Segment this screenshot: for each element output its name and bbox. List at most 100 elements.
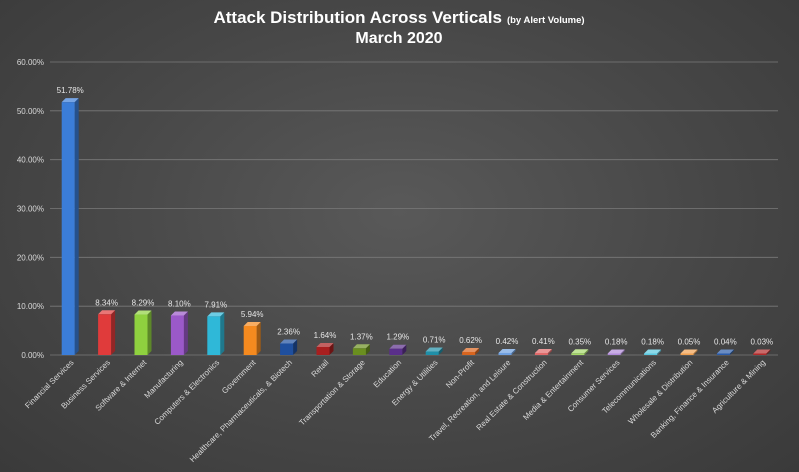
bar-top [753,349,771,354]
data-label: 8.34% [95,298,118,307]
data-label: 51.78% [57,86,84,95]
bar [134,310,152,355]
category-label: Computers & Electronics [153,358,222,427]
bar [352,344,370,355]
bar-side [475,347,480,355]
bar-side [256,321,261,355]
bar-side [293,339,298,355]
bar-front [425,351,439,355]
data-label: 2.36% [277,327,300,336]
bar-side [365,344,370,355]
bar-top [571,349,589,354]
bar [207,312,225,355]
data-label: 0.41% [532,337,555,346]
bar-top [98,310,116,315]
category-label: Education [372,358,404,390]
bar-front [243,325,257,355]
category-label: Media & Entertainment [521,358,585,422]
bar-top [352,344,370,349]
bar-front [352,348,366,355]
chart-title-main: Attack Distribution Across Verticals [213,8,501,27]
bar-front [134,314,148,355]
bar [534,348,552,355]
data-label: 8.10% [168,299,191,308]
bar-side [438,347,443,355]
y-axis-ticks: 0.00% 10.00% 20.00% 30.00% 40.00% 50.00% 60.00… [17,58,44,360]
bar-side [147,310,152,355]
bar-front [716,353,730,355]
bar [170,311,188,355]
data-label: 0.35% [568,337,591,346]
bar-top [498,348,516,353]
chart-title: Attack Distribution Across Verticals (by … [213,8,584,27]
bar-front [462,351,476,355]
bar-side [766,349,771,355]
data-label: 5.94% [241,310,264,319]
gridlines [50,61,778,356]
data-labels: 51.78% 8.34% 8.29% 8.10% 7.91% 5.94% 2.36% 1.64… [57,86,774,346]
bar [680,349,698,355]
bar [98,310,116,355]
bar-front [98,314,112,355]
bar-side [657,349,662,355]
bar-front [534,352,548,355]
bar-front [571,353,585,355]
y-tick-label: 40.00% [17,156,44,165]
bar-top [716,349,734,354]
data-label: 7.91% [204,300,227,309]
category-label: Non-Profit [444,358,476,390]
bar-top [316,342,334,347]
bar-side [729,349,734,355]
data-label: 1.64% [314,331,337,340]
data-label: 0.03% [750,338,773,347]
data-label: 8.29% [132,299,155,308]
bar-side [183,311,188,355]
bar-top [280,339,298,344]
y-tick-label: 10.00% [17,302,44,311]
bar [389,344,407,355]
bar-side [547,348,552,355]
data-label: 0.18% [605,338,628,347]
bar [243,321,261,355]
data-label: 0.05% [678,338,701,347]
bar-top [170,311,188,316]
bar-top [61,98,79,103]
bar [607,349,625,355]
bar-front [207,316,221,355]
data-label: 1.29% [386,333,409,342]
bar-side [74,98,79,356]
bar-front [607,353,621,355]
bar [753,349,771,355]
chart-title-suffix: (by Alert Volume) [507,15,585,26]
bar [644,349,662,355]
bar-side [511,348,516,355]
bar [425,347,443,355]
data-label: 0.04% [714,338,737,347]
bar-top [534,348,552,353]
y-tick-label: 50.00% [17,107,44,116]
y-tick-label: 30.00% [17,205,44,214]
bar [716,349,734,355]
category-label: Wholesale & Distribution [626,358,694,426]
bar [571,349,589,355]
bar-top [680,349,698,354]
bar-top [243,321,261,326]
data-label: 1.37% [350,332,373,341]
bar-front [753,353,767,355]
bar-top [644,349,662,354]
data-label: 0.42% [496,337,519,346]
bars [61,98,771,356]
bar-front [389,348,403,355]
data-label: 0.62% [459,336,482,345]
bar [316,342,334,355]
bar-top [389,344,407,349]
category-label: Transportation & Storage [297,358,367,428]
y-tick-label: 0.00% [21,351,44,360]
bar [280,339,298,355]
bar-top [207,312,225,317]
bar-front [498,352,512,355]
bar-side [329,342,334,355]
bar-top [607,349,625,354]
bar-front [316,346,330,355]
